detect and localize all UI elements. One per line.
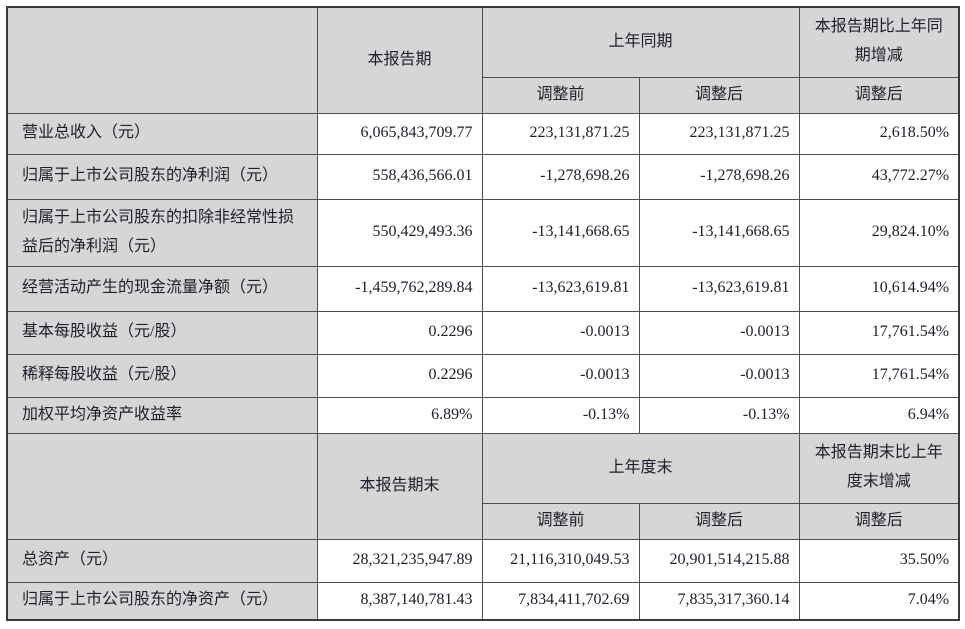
table-row-total-revenue: 营业总收入（元） 6,065,843,709.77 223,131,871.25… [6, 112, 960, 155]
value-current: 6,065,843,709.77 [316, 112, 483, 155]
table-row-weighted-avg-roe: 加权平均净资产收益率 6.89% -0.13% -0.13% 6.94% [6, 396, 960, 434]
value-prior-before: 223,131,871.25 [481, 112, 640, 155]
table-row-net-assets: 归属于上市公司股东的净资产（元） 8,387,140,781.43 7,834,… [6, 581, 960, 621]
row-label: 稀释每股收益（元/股） [6, 353, 318, 398]
value-current: 8,387,140,781.43 [316, 581, 483, 621]
value-prior-after: 7,835,317,360.14 [638, 581, 800, 621]
value-prior-before: -13,623,619.81 [481, 265, 640, 312]
section2-header-prior-year-end: 上年度末 [481, 432, 800, 504]
table-row-total-assets: 总资产（元） 28,321,235,947.89 21,116,310,049.… [6, 538, 960, 583]
section2-subheader-after-adjust: 调整后 [638, 502, 800, 540]
section2-subheader-row: 调整前 调整后 调整后 [7, 502, 960, 540]
value-change: 6.94% [798, 396, 960, 434]
row-label: 归属于上市公司股东的扣除非经常性损益后的净利润（元） [6, 198, 318, 267]
value-prior-before: -1,278,698.26 [481, 153, 640, 200]
value-change: 29,824.10% [798, 198, 960, 267]
value-current: 558,436,566.01 [316, 153, 483, 200]
row-label: 归属于上市公司股东的净资产（元） [6, 581, 318, 621]
section2-subheader-before-adjust: 调整前 [481, 502, 640, 540]
value-prior-after: -1,278,698.26 [638, 153, 800, 200]
row-label: 基本每股收益（元/股） [6, 310, 318, 355]
section1-corner-cell [6, 6, 318, 114]
row-label: 归属于上市公司股东的净利润（元） [6, 153, 318, 200]
table-row-net-profit-excl-nonrecurring: 归属于上市公司股东的扣除非经常性损益后的净利润（元） 550,429,493.3… [6, 198, 960, 267]
table-row-net-profit: 归属于上市公司股东的净利润（元） 558,436,566.01 -1,278,6… [6, 153, 960, 200]
value-change: 43,772.27% [798, 153, 960, 200]
value-current: 28,321,235,947.89 [316, 538, 483, 583]
value-prior-before: -0.13% [481, 396, 640, 434]
value-change: 7.04% [798, 581, 960, 621]
value-current: 0.2296 [316, 310, 483, 355]
section1-subheader-row: 调整前 调整后 调整后 [7, 76, 960, 114]
section1-header-current-period: 本报告期 [316, 6, 483, 114]
value-current: 0.2296 [316, 353, 483, 398]
financial-summary-table: 本报告期 上年同期 本报告期比上年同期增减 调整前 调整后 调整后 营业总收入（… [6, 6, 961, 621]
table-row-operating-cash-flow: 经营活动产生的现金流量净额（元） -1,459,762,289.84 -13,6… [6, 265, 960, 312]
section1-subheader-change-after-adjust: 调整后 [798, 76, 960, 114]
section2-header-change: 本报告期末比上年度末增减 [798, 432, 960, 504]
value-prior-before: 21,116,310,049.53 [481, 538, 640, 583]
row-label: 经营活动产生的现金流量净额（元） [6, 265, 318, 312]
value-prior-after: -0.0013 [638, 310, 800, 355]
value-change: 35.50% [798, 538, 960, 583]
section2-subheader-change-after-adjust: 调整后 [798, 502, 960, 540]
section1-subheader-after-adjust: 调整后 [638, 76, 800, 114]
value-current: 550,429,493.36 [316, 198, 483, 267]
value-prior-after: -0.13% [638, 396, 800, 434]
value-change: 2,618.50% [798, 112, 960, 155]
section1-header-prior-period: 上年同期 [481, 6, 800, 78]
value-change: 17,761.54% [798, 310, 960, 355]
value-prior-after: 223,131,871.25 [638, 112, 800, 155]
section1-header-row: 本报告期 上年同期 本报告期比上年同期增减 [6, 6, 960, 114]
section1-header-change: 本报告期比上年同期增减 [798, 6, 960, 78]
value-prior-after: 20,901,514,215.88 [638, 538, 800, 583]
row-label: 加权平均净资产收益率 [6, 396, 318, 434]
section1-subheader-before-adjust: 调整前 [481, 76, 640, 114]
value-change: 17,761.54% [798, 353, 960, 398]
value-current: 6.89% [316, 396, 483, 434]
table-row-diluted-eps: 稀释每股收益（元/股） 0.2296 -0.0013 -0.0013 17,76… [6, 353, 960, 398]
section2-header-period-end: 本报告期末 [316, 432, 483, 540]
value-prior-before: 7,834,411,702.69 [481, 581, 640, 621]
value-prior-before: -0.0013 [481, 310, 640, 355]
value-prior-before: -0.0013 [481, 353, 640, 398]
value-change: 10,614.94% [798, 265, 960, 312]
section2-corner-cell [6, 432, 318, 540]
row-label: 营业总收入（元） [6, 112, 318, 155]
value-prior-after: -13,141,668.65 [638, 198, 800, 267]
value-current: -1,459,762,289.84 [316, 265, 483, 312]
value-prior-before: -13,141,668.65 [481, 198, 640, 267]
section2-header-row: 本报告期末 上年度末 本报告期末比上年度末增减 [6, 432, 960, 540]
value-prior-after: -0.0013 [638, 353, 800, 398]
table-row-basic-eps: 基本每股收益（元/股） 0.2296 -0.0013 -0.0013 17,76… [6, 310, 960, 355]
row-label: 总资产（元） [6, 538, 318, 583]
value-prior-after: -13,623,619.81 [638, 265, 800, 312]
